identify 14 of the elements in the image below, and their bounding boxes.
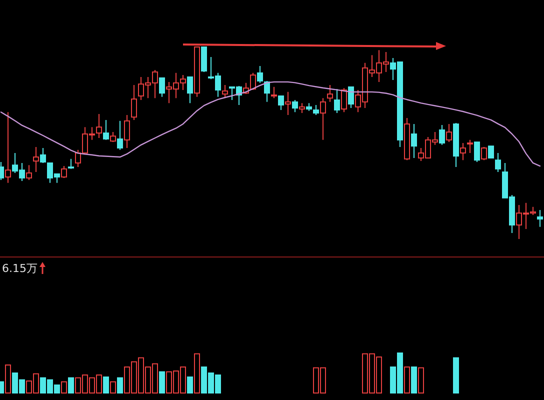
bar [117, 377, 123, 394]
text: 6.15万 [2, 262, 38, 275]
bar [404, 366, 410, 394]
bar [411, 366, 417, 394]
bar [418, 367, 424, 394]
bar [159, 371, 165, 394]
bar [61, 381, 67, 394]
bar [187, 376, 193, 394]
bar [5, 364, 11, 394]
bar [194, 353, 200, 394]
bar [68, 377, 74, 394]
bar [453, 357, 459, 394]
bar [110, 381, 116, 394]
bar [103, 376, 109, 394]
